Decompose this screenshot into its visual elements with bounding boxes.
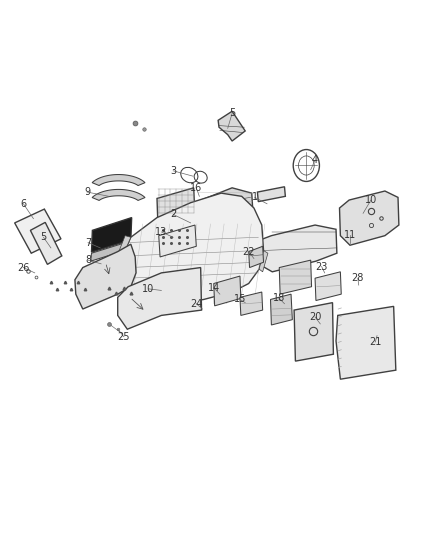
Polygon shape — [271, 294, 292, 325]
Polygon shape — [279, 260, 311, 294]
Text: 11: 11 — [344, 230, 356, 240]
Polygon shape — [157, 188, 195, 224]
Text: 26: 26 — [17, 263, 30, 272]
Polygon shape — [336, 306, 396, 379]
Polygon shape — [118, 268, 201, 329]
Polygon shape — [214, 276, 241, 306]
Text: 28: 28 — [352, 273, 364, 283]
Polygon shape — [30, 222, 62, 264]
Polygon shape — [115, 193, 264, 305]
Polygon shape — [92, 189, 145, 200]
Polygon shape — [218, 111, 245, 141]
Text: 1: 1 — [252, 192, 258, 203]
Polygon shape — [92, 174, 145, 185]
Text: 15: 15 — [234, 294, 246, 304]
Text: 9: 9 — [84, 187, 90, 197]
Text: 16: 16 — [190, 183, 202, 193]
Text: 10: 10 — [365, 195, 377, 205]
Polygon shape — [14, 209, 61, 253]
Text: 21: 21 — [369, 337, 381, 347]
Polygon shape — [240, 292, 263, 316]
Polygon shape — [75, 244, 136, 309]
Polygon shape — [92, 217, 132, 252]
Text: 6: 6 — [20, 199, 26, 209]
Polygon shape — [192, 188, 253, 237]
Text: 4: 4 — [312, 155, 318, 165]
Text: 20: 20 — [309, 312, 321, 322]
Text: 3: 3 — [170, 166, 176, 176]
Text: 23: 23 — [315, 262, 328, 271]
Text: 2: 2 — [170, 209, 176, 220]
Polygon shape — [91, 241, 131, 261]
Polygon shape — [259, 251, 268, 272]
Text: 8: 8 — [85, 255, 91, 265]
Polygon shape — [339, 191, 399, 245]
Polygon shape — [258, 187, 286, 201]
Text: 18: 18 — [273, 293, 286, 303]
Polygon shape — [249, 246, 264, 268]
Text: 7: 7 — [85, 238, 91, 247]
Text: 5: 5 — [229, 108, 235, 118]
Text: 13: 13 — [155, 227, 167, 237]
Text: 25: 25 — [117, 332, 130, 342]
Polygon shape — [315, 272, 341, 301]
Polygon shape — [159, 225, 196, 257]
Polygon shape — [258, 225, 337, 272]
Text: 14: 14 — [208, 283, 220, 293]
Text: 5: 5 — [40, 232, 46, 243]
Text: 22: 22 — [243, 247, 255, 256]
Polygon shape — [113, 236, 131, 268]
Text: 10: 10 — [142, 284, 154, 294]
Text: 24: 24 — [190, 298, 202, 309]
Polygon shape — [294, 303, 333, 361]
